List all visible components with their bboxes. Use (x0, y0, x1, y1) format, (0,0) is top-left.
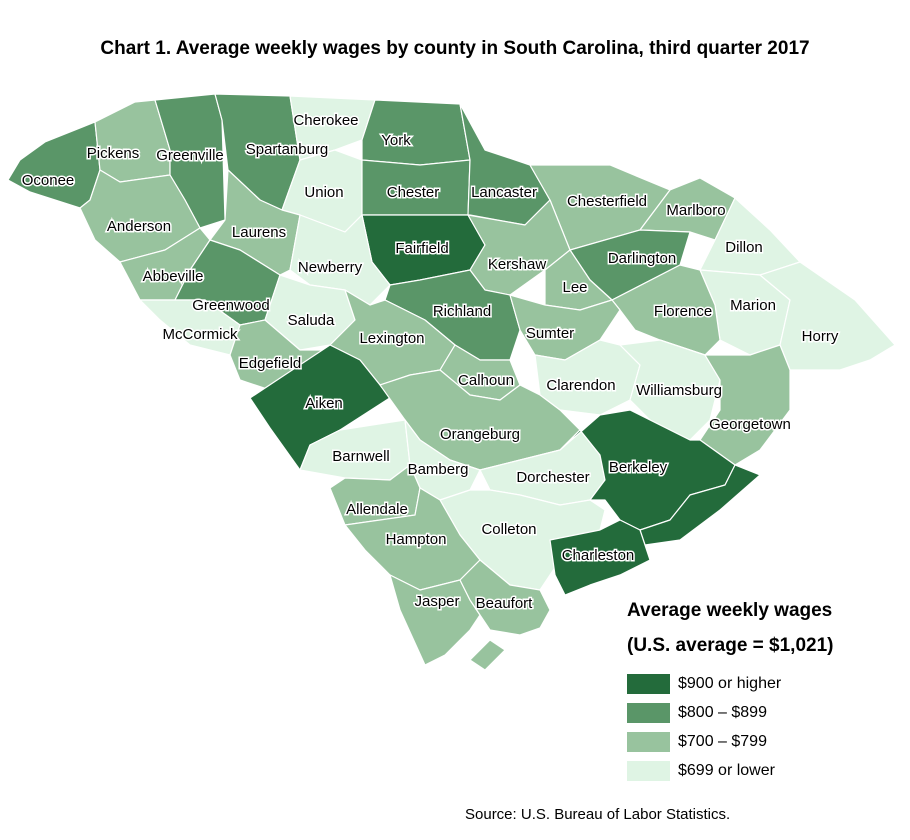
legend-label: $699 or lower (678, 761, 775, 779)
county-label-jasper: Jasper (414, 593, 459, 610)
county-williamsburg (619, 339, 721, 441)
county-label-charleston: Charleston (562, 547, 635, 564)
county-label-kershaw: Kershaw (488, 256, 547, 273)
county-label-spartanburg: Spartanburg (246, 141, 329, 158)
legend-item-700-799: $700 – $799 (627, 727, 897, 756)
county-label-orangeburg: Orangeburg (440, 426, 520, 443)
county-beaufort-island (469, 639, 506, 671)
legend: Average weekly wages (U.S. average = $1,… (627, 600, 897, 785)
county-label-allendale: Allendale (346, 501, 408, 518)
county-aiken (249, 344, 411, 471)
county-label-chesterfield: Chesterfield (567, 193, 647, 210)
county-oconee (7, 121, 101, 209)
county-label-oconee: Oconee (22, 172, 75, 189)
county-label-cherokee: Cherokee (293, 112, 358, 129)
county-charleston (549, 519, 651, 596)
county-label-darlington: Darlington (608, 250, 676, 267)
county-label-abbeville: Abbeville (143, 268, 204, 285)
legend-item-900-plus: $900 or higher (627, 669, 897, 698)
legend-label: $700 – $799 (678, 732, 767, 750)
county-beaufort (459, 559, 551, 636)
legend-swatch (627, 731, 670, 752)
county-label-mccormick: McCormick (163, 326, 238, 343)
county-label-lancaster: Lancaster (471, 184, 537, 201)
county-label-dorchester: Dorchester (516, 469, 589, 486)
legend-subtitle: (U.S. average = $1,021) (627, 635, 834, 656)
legend-label: $800 – $899 (678, 703, 767, 721)
county-label-horry: Horry (802, 328, 839, 345)
county-label-anderson: Anderson (107, 218, 171, 235)
county-label-colleton: Colleton (481, 521, 536, 538)
county-cherokee (289, 95, 376, 161)
county-label-richland: Richland (433, 303, 491, 320)
county-label-williamsburg: Williamsburg (636, 382, 722, 399)
county-label-newberry: Newberry (298, 259, 363, 276)
county-label-laurens: Laurens (232, 224, 286, 241)
county-label-sumter: Sumter (526, 325, 574, 342)
county-label-york: York (381, 132, 411, 149)
county-label-georgetown: Georgetown (709, 416, 791, 433)
county-label-edgefield: Edgefield (239, 355, 302, 372)
county-label-calhoun: Calhoun (458, 372, 514, 389)
county-florence (611, 264, 721, 356)
chart-title: Chart 1. Average weekly wages by county … (100, 38, 810, 59)
county-label-aiken: Aiken (305, 395, 343, 412)
county-label-pickens: Pickens (87, 145, 140, 162)
county-georgetown (699, 344, 791, 466)
county-label-chester: Chester (387, 184, 440, 201)
legend-item-800-899: $800 – $899 (627, 698, 897, 727)
county-label-fairfield: Fairfield (395, 240, 448, 257)
legend-label: $900 or higher (678, 674, 782, 692)
county-label-clarendon: Clarendon (546, 377, 615, 394)
county-horry (759, 261, 896, 371)
source-note: Source: U.S. Bureau of Labor Statistics. (465, 806, 731, 823)
county-label-beaufort: Beaufort (476, 595, 534, 612)
county-label-hampton: Hampton (386, 531, 447, 548)
legend-swatch (627, 702, 670, 723)
county-label-lexington: Lexington (359, 330, 424, 347)
county-jasper (389, 574, 481, 666)
county-label-bamberg: Bamberg (408, 461, 469, 478)
county-kershaw (467, 199, 571, 296)
county-york (361, 99, 471, 166)
county-label-florence: Florence (654, 303, 712, 320)
legend-swatch (627, 760, 670, 781)
legend-title: Average weekly wages (627, 600, 833, 621)
county-label-greenville: Greenville (156, 147, 224, 164)
county-label-saluda: Saluda (288, 312, 335, 329)
county-label-marion: Marion (730, 297, 776, 314)
county-label-marlboro: Marlboro (666, 202, 725, 219)
county-label-union: Union (304, 184, 343, 201)
legend-item-699-lower: $699 or lower (627, 756, 897, 785)
county-label-greenwood: Greenwood (192, 297, 270, 314)
county-label-dillon: Dillon (725, 239, 763, 256)
county-label-lee: Lee (562, 279, 587, 296)
county-label-barnwell: Barnwell (332, 448, 390, 465)
county-label-berkeley: Berkeley (609, 459, 668, 476)
county-hampton (344, 487, 481, 591)
county-anderson (79, 169, 201, 263)
legend-swatch (627, 673, 670, 694)
